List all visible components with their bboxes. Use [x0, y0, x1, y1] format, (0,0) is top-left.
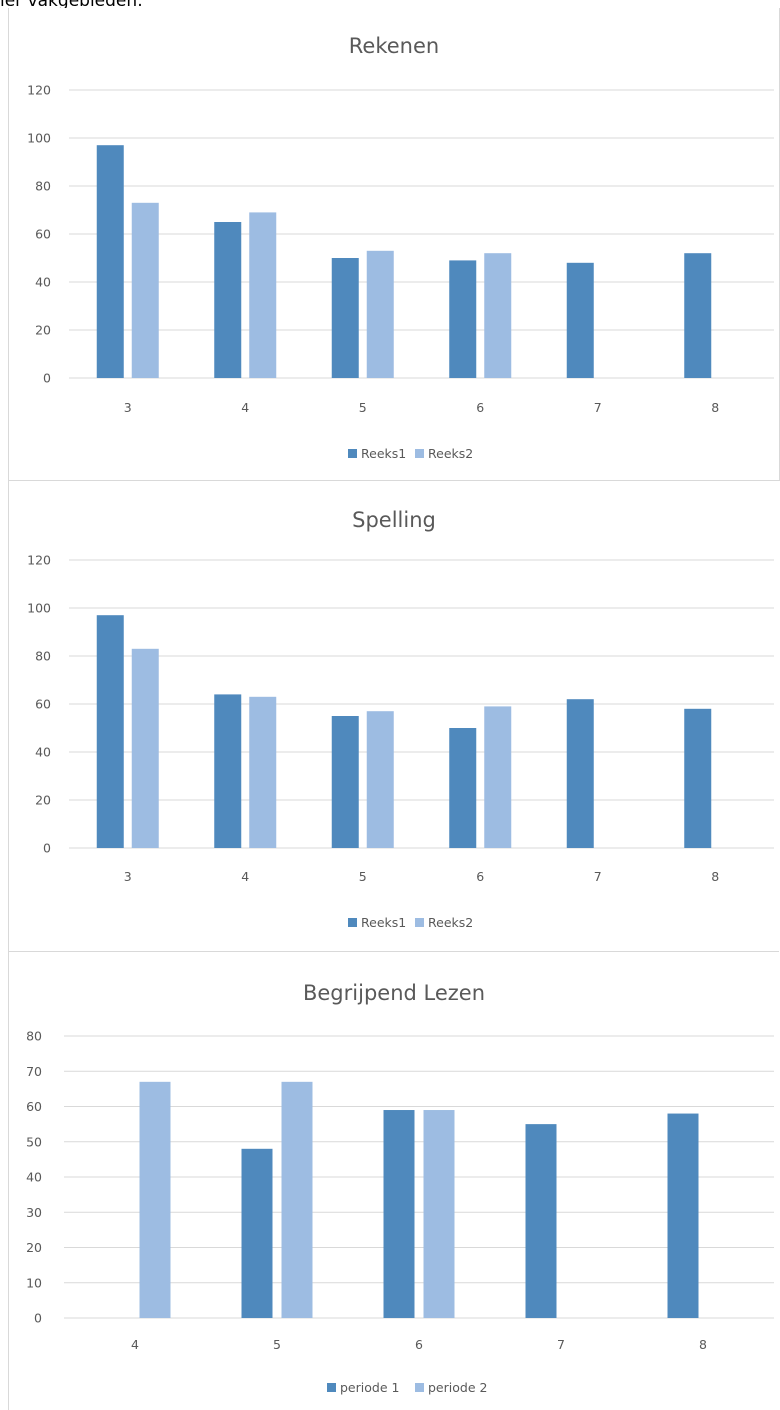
legend-label: Reeks1 [361, 915, 406, 930]
y-tick-label: 100 [27, 131, 51, 146]
bar-periode-2-6 [423, 1110, 455, 1318]
legend-swatch [348, 918, 357, 927]
legend-label: Reeks1 [361, 446, 406, 461]
bar-reeks1-4 [214, 694, 242, 848]
y-tick-label: 0 [43, 371, 51, 386]
legend-swatch [415, 449, 424, 458]
x-tick-label: 3 [124, 400, 132, 415]
legend-swatch [415, 1383, 424, 1392]
bar-reeks1-6 [449, 260, 477, 378]
y-tick-label: 100 [27, 601, 51, 616]
legend-label: periode 2 [428, 1380, 487, 1395]
bar-reeks1-7 [566, 262, 594, 378]
legend-swatch [348, 449, 357, 458]
y-tick-label: 20 [26, 1240, 42, 1255]
bar-reeks1-8 [684, 708, 712, 848]
y-tick-label: 70 [26, 1064, 42, 1079]
x-tick-label: 4 [131, 1337, 139, 1352]
chart-title: Rekenen [349, 34, 439, 58]
bar-periode-2-4 [139, 1081, 171, 1318]
header-text: ier vakgebieden: [0, 0, 143, 11]
chart-begrijpend-lezen: Begrijpend Lezen 0 10 20 30 40 50 60 70 80 4 5 6 7 8 pe… [8, 952, 779, 1410]
y-tick-label: 0 [34, 1311, 42, 1326]
y-tick-label: 120 [27, 553, 51, 568]
bar-reeks1-3 [96, 615, 124, 848]
y-tick-label: 80 [26, 1029, 42, 1044]
bar-reeks2-6 [484, 706, 512, 848]
y-tick-label: 50 [26, 1134, 42, 1149]
bar-periode-2-5 [281, 1081, 313, 1318]
y-tick-label: 120 [27, 83, 51, 98]
x-tick-label: 4 [241, 869, 249, 884]
y-tick-label: 40 [26, 1170, 42, 1185]
bar-periode-1-7 [525, 1124, 557, 1318]
x-tick-label: 8 [711, 400, 719, 415]
chart-title: Spelling [352, 508, 436, 532]
y-tick-label: 60 [26, 1099, 42, 1114]
bar-reeks1-3 [96, 145, 124, 378]
x-tick-label: 4 [241, 400, 249, 415]
x-tick-label: 6 [476, 869, 484, 884]
x-tick-label: 7 [557, 1337, 565, 1352]
legend-label: periode 1 [340, 1380, 399, 1395]
bar-reeks1-5 [331, 716, 359, 848]
y-tick-label: 40 [35, 745, 51, 760]
y-tick-label: 60 [35, 227, 51, 242]
y-tick-label: 60 [35, 697, 51, 712]
bar-reeks2-3 [131, 648, 159, 848]
bar-reeks1-7 [566, 699, 594, 848]
bar-reeks2-6 [484, 253, 512, 378]
bar-periode-1-6 [383, 1110, 415, 1318]
bar-reeks1-4 [214, 222, 242, 378]
chart-svg-begrijpend-lezen: Begrijpend Lezen 0 10 20 30 40 50 60 70 80 4 5 6 7 8 pe… [26, 981, 774, 1395]
bar-reeks1-6 [449, 728, 477, 848]
bar-reeks2-4 [249, 212, 277, 378]
legend-label: Reeks2 [428, 446, 473, 461]
legend-swatch [415, 918, 424, 927]
x-tick-label: 8 [711, 869, 719, 884]
bar-reeks2-4 [249, 696, 277, 848]
y-tick-label: 0 [43, 841, 51, 856]
y-tick-label: 20 [35, 323, 51, 338]
y-tick-label: 30 [26, 1205, 42, 1220]
y-tick-label: 10 [26, 1275, 42, 1290]
x-tick-label: 5 [359, 400, 367, 415]
x-tick-label: 6 [415, 1337, 423, 1352]
chart-svg-spelling: Spelling 0 20 40 60 80 100 120 3 4 5 6 7 8 Reeks1 Reeks… [27, 508, 774, 930]
x-tick-label: 5 [273, 1337, 281, 1352]
y-tick-label: 80 [35, 179, 51, 194]
legend-label: Reeks2 [428, 915, 473, 930]
x-tick-label: 6 [476, 400, 484, 415]
x-tick-label: 8 [699, 1337, 707, 1352]
x-tick-label: 3 [124, 869, 132, 884]
x-tick-label: 7 [594, 869, 602, 884]
legend-swatch [327, 1383, 336, 1392]
bar-reeks2-3 [131, 202, 159, 378]
chart-rekenen: Rekenen 0 20 40 60 80 100 120 3 4 5 6 7 8 Reeks1 Reeks2 [8, 8, 780, 481]
bar-reeks2-5 [366, 711, 394, 848]
x-tick-label: 7 [594, 400, 602, 415]
chart-spelling: Spelling 0 20 40 60 80 100 120 3 4 5 6 7 8 Reeks1 Reeks… [8, 481, 779, 952]
y-tick-label: 20 [35, 793, 51, 808]
bar-reeks1-8 [684, 253, 712, 378]
x-tick-label: 5 [359, 869, 367, 884]
chart-title: Begrijpend Lezen [303, 981, 485, 1005]
bar-periode-1-5 [241, 1148, 273, 1318]
bar-reeks2-5 [366, 250, 394, 378]
bar-periode-1-8 [667, 1113, 699, 1318]
y-tick-label: 40 [35, 275, 51, 290]
y-tick-label: 80 [35, 649, 51, 664]
chart-svg-rekenen: Rekenen 0 20 40 60 80 100 120 3 4 5 6 7 8 Reeks1 Reeks2 [27, 34, 774, 461]
bar-reeks1-5 [331, 258, 359, 378]
